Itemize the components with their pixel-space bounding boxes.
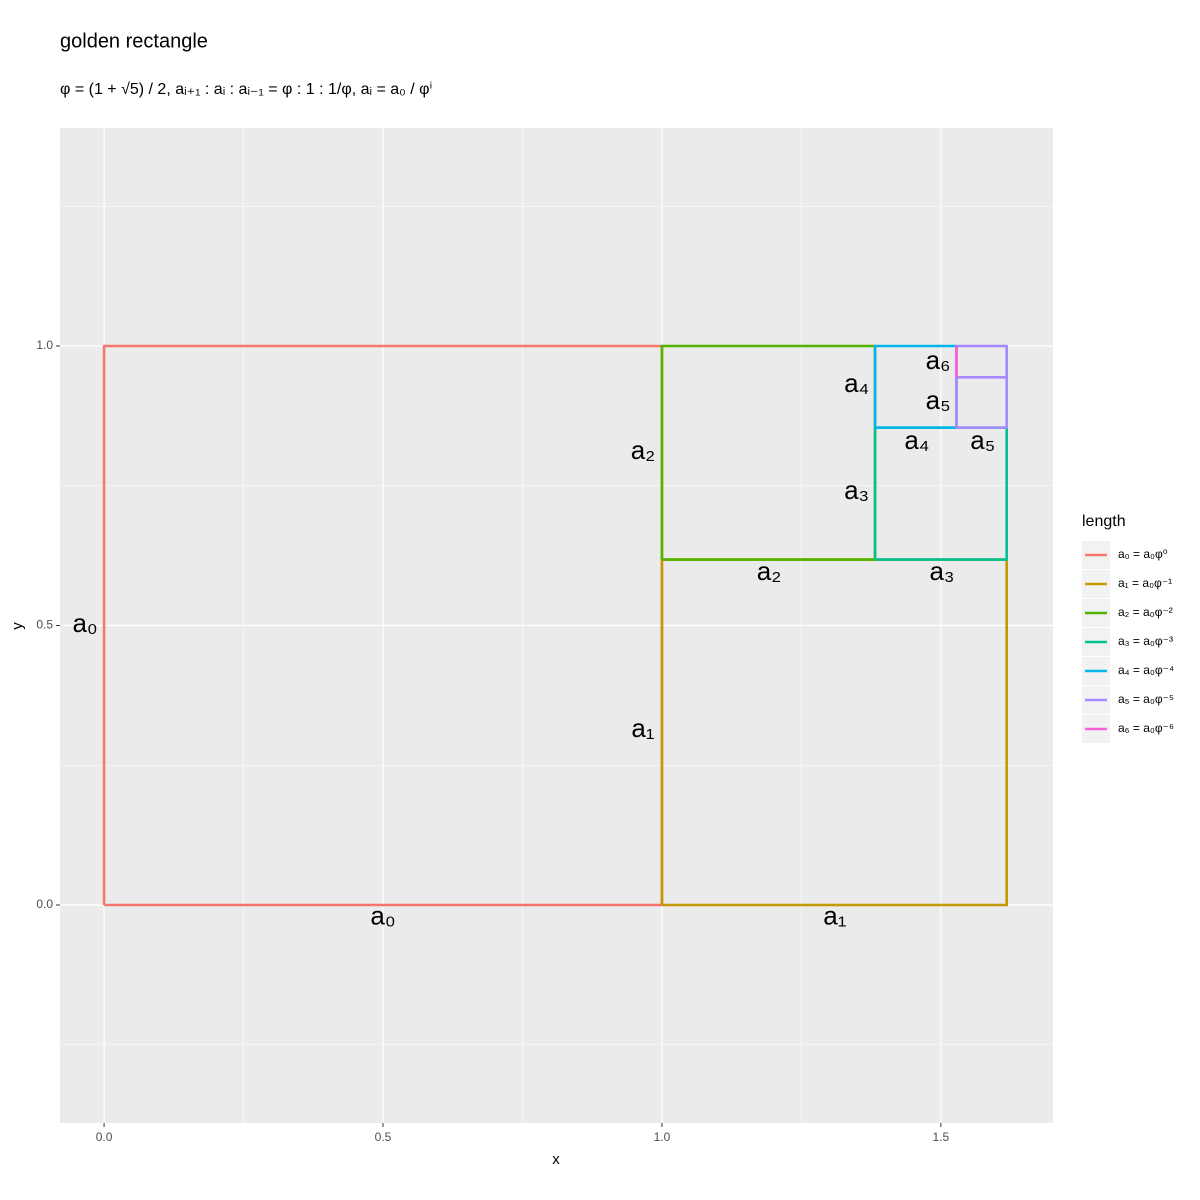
annotation: a₅ — [970, 425, 995, 455]
annotation: a₀ — [72, 608, 97, 638]
y-tick-label: 0.5 — [36, 618, 53, 632]
y-tick-label: 0.0 — [36, 897, 53, 911]
rectangle-path — [955, 344, 1008, 429]
annotation: a₄ — [904, 425, 929, 455]
legend-label: a₄ = a₀φ⁻⁴ — [1118, 663, 1174, 677]
legend-label: a₀ = a₀φ⁰ — [1118, 547, 1168, 561]
x-tick-label: 1.0 — [654, 1130, 671, 1144]
y-axis-label: y — [9, 622, 26, 630]
chart-title: golden rectangle — [60, 30, 208, 52]
legend-label: a₂ = a₀φ⁻² — [1118, 605, 1173, 619]
legend-label: a₆ = a₀φ⁻⁶ — [1118, 721, 1174, 735]
annotation: a₁ — [631, 713, 654, 743]
annotation: a₆ — [926, 345, 951, 375]
annotation: a₃ — [929, 556, 954, 586]
x-tick-label: 0.0 — [96, 1130, 113, 1144]
annotation: a₃ — [844, 475, 869, 505]
y-tick-label: 1.0 — [36, 338, 53, 352]
annotation: a₄ — [844, 368, 869, 398]
annotation: a₀ — [370, 901, 395, 931]
legend-label: a₁ = a₀φ⁻¹ — [1118, 576, 1172, 590]
x-tick-label: 0.5 — [375, 1130, 392, 1144]
x-axis-label: x — [552, 1151, 560, 1168]
annotation: a₂ — [757, 556, 782, 586]
chart-subtitle: φ = (1 + √5) / 2, aᵢ₊₁ : aᵢ : aᵢ₋₁ = φ :… — [60, 81, 432, 98]
legend-label: a₃ = a₀φ⁻³ — [1118, 634, 1173, 648]
legend-label: a₅ = a₀φ⁻⁵ — [1118, 692, 1174, 706]
legend-title: length — [1082, 513, 1126, 530]
annotation: a₁ — [823, 901, 846, 931]
x-tick-label: 1.5 — [933, 1130, 950, 1144]
annotation: a₅ — [926, 385, 951, 415]
annotation: a₂ — [631, 435, 656, 465]
